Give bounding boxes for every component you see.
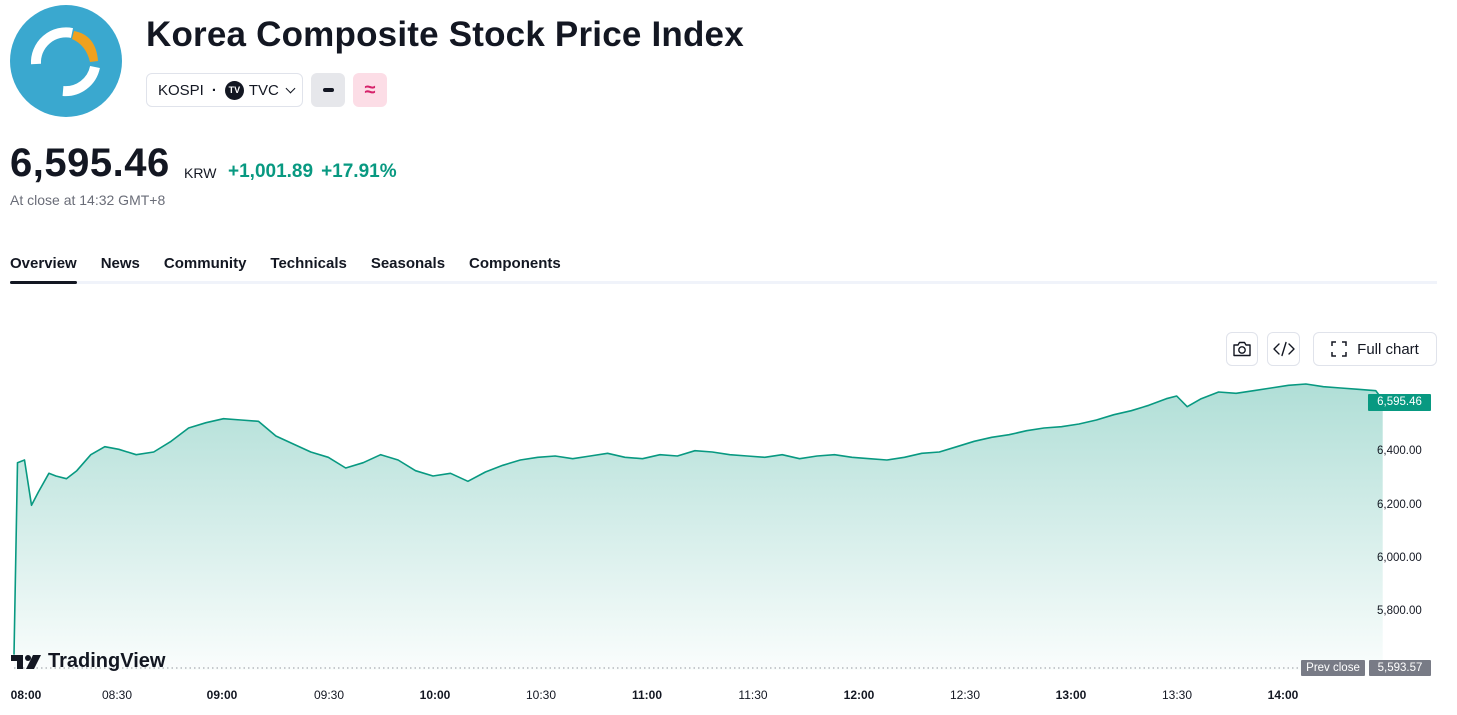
full-chart-label: Full chart: [1357, 340, 1419, 358]
tab-community[interactable]: Community: [163, 255, 247, 272]
minus-tag-icon[interactable]: [311, 73, 345, 107]
x-tick-label: 13:00: [1055, 688, 1087, 702]
x-tick-label: 11:30: [738, 688, 768, 702]
tab-seasonals[interactable]: Seasonals: [370, 255, 446, 272]
price-line: [13, 383, 1384, 655]
camera-icon: [1233, 341, 1251, 357]
x-tick-label: 08:30: [101, 688, 133, 702]
symbol-exchange-selector[interactable]: KOSPI · TV TVC: [146, 73, 303, 107]
x-tick-label: 12:00: [843, 688, 875, 702]
page-title: Korea Composite Stock Price Index: [146, 15, 744, 54]
price-area: [14, 384, 1383, 670]
fullscreen-icon: [1331, 341, 1347, 357]
x-tick-label: 13:30: [1161, 688, 1193, 702]
x-tick-label: 09:00: [206, 688, 238, 702]
x-tick-label: 08:00: [10, 688, 42, 702]
brand-name: TradingView: [48, 650, 166, 672]
tab-news[interactable]: News: [100, 255, 140, 272]
exchange-label: TVC: [248, 81, 279, 99]
code-icon: [1272, 341, 1295, 357]
y-tick-label: 6,000.00: [1377, 552, 1422, 564]
x-tick-label: 12:30: [949, 688, 981, 702]
x-tick-label: 10:30: [525, 688, 557, 702]
tradingview-logo[interactable]: TradingView: [11, 650, 165, 673]
x-tick-label: 14:00: [1267, 688, 1299, 702]
prev-close-value: 5,593.57: [1369, 660, 1431, 676]
separator-dot: ·: [211, 81, 217, 99]
y-tick-label: 6,400.00: [1377, 445, 1422, 457]
y-tick-label: 5,800.00: [1377, 605, 1422, 617]
snapshot-button[interactable]: [1226, 332, 1258, 366]
x-tick-label: 11:00: [631, 688, 663, 702]
symbol-label: KOSPI: [158, 81, 204, 99]
kospi-logo: [10, 5, 122, 117]
price-chart[interactable]: [0, 380, 1457, 680]
last-price-tag: 6,595.46: [1368, 394, 1431, 411]
embed-button[interactable]: [1267, 332, 1300, 366]
market-status: At close at 14:32 GMT+8: [10, 192, 166, 208]
approx-tag-icon[interactable]: ≈: [353, 73, 387, 107]
tab-components[interactable]: Components: [469, 255, 561, 272]
tab-technicals[interactable]: Technicals: [270, 255, 347, 272]
tab-bar: Overview News Community Technicals Seaso…: [10, 252, 1437, 284]
full-chart-button[interactable]: Full chart: [1313, 332, 1437, 366]
price-change: +1,001.89 +17.91%: [228, 161, 397, 183]
tab-overview[interactable]: Overview: [10, 252, 77, 284]
change-percent: +17.91%: [321, 161, 397, 182]
currency-label: KRW: [184, 165, 217, 181]
kospi-logo-icon: [30, 27, 100, 97]
tradingview-icon: [11, 654, 41, 669]
x-tick-label: 09:30: [313, 688, 345, 702]
change-absolute: +1,001.89: [228, 161, 314, 182]
last-price: 6,595.46: [10, 141, 170, 185]
chevron-down-icon: [285, 83, 296, 93]
prev-close-label: Prev close: [1301, 660, 1365, 676]
tradingview-badge-icon: TV: [224, 80, 244, 100]
y-tick-label: 6,200.00: [1377, 499, 1422, 511]
x-tick-label: 10:00: [419, 688, 451, 702]
